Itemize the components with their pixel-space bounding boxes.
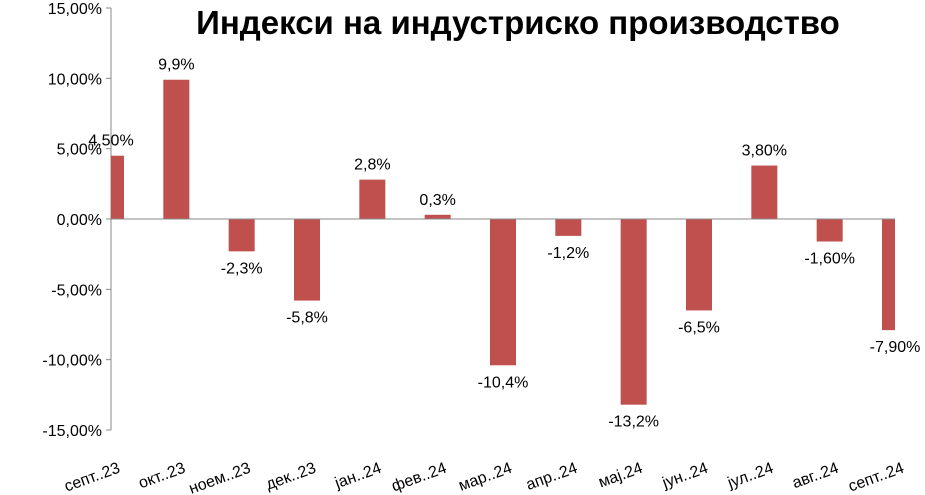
x-tick-label: јан..24: [332, 460, 384, 493]
data-label: 2,8%: [354, 157, 390, 174]
bar: [490, 219, 516, 366]
bar: [111, 155, 124, 219]
x-tick-label: фев..24: [389, 460, 449, 495]
x-tick-label: јун..24: [659, 460, 710, 492]
bar: [751, 165, 778, 219]
y-tick-label: -15,00%: [42, 423, 102, 440]
bar: [294, 219, 320, 301]
x-tick-label: окт..23: [136, 460, 187, 493]
bar: [686, 219, 712, 311]
data-label: 3,80%: [742, 143, 787, 160]
x-tick-label: ноем..23: [187, 460, 253, 495]
data-label: 0,3%: [419, 192, 455, 209]
data-label: -10,4%: [478, 374, 529, 391]
bar: [163, 79, 190, 220]
data-label: -13,2%: [608, 414, 659, 431]
data-label: -7,90%: [870, 339, 921, 356]
data-label: -2,3%: [221, 260, 263, 277]
y-axis: 15,00% 10,00% 5,00% 0,00% -5,00% -10,00% -15,0…: [42, 1, 112, 440]
x-tick-label: септ..23: [62, 460, 122, 495]
data-label: -5,8%: [286, 310, 328, 327]
data-label: -1,60%: [804, 251, 855, 268]
bar: [620, 219, 647, 405]
bar: [228, 219, 255, 252]
x-tick-label: авг..24: [790, 460, 841, 492]
bar: [882, 219, 895, 331]
x-tick-label: дек..23: [264, 460, 319, 494]
y-tick-label: 10,00%: [48, 71, 102, 88]
x-axis: септ..23 окт..23 ноем..23 дек..23 јан..24 фев…: [62, 218, 906, 495]
y-tick-label: -5,00%: [51, 282, 102, 299]
y-tick-label: 15,00%: [48, 1, 102, 18]
x-tick-label: јул..24: [725, 460, 776, 493]
y-tick-label: 0,00%: [57, 212, 102, 229]
data-label: 4,50%: [88, 133, 133, 150]
x-tick-label: септ..24: [846, 460, 906, 495]
x-tick-label: апр..24: [524, 460, 580, 494]
bars: 4,50% 9,9% -2,3% -5,8% 2,8% 0,3% -10,4% -1,2% -1…: [88, 57, 920, 431]
chart-title: Индекси на индустриско производство: [196, 4, 840, 41]
x-tick-label: мар..24: [456, 460, 514, 495]
x-tick-label: мај.24: [596, 460, 645, 492]
data-label: 9,9%: [158, 57, 194, 74]
data-label: -1,2%: [547, 245, 589, 262]
y-tick-label: -10,00%: [42, 353, 102, 370]
data-label: -6,5%: [678, 319, 720, 336]
bar: [359, 179, 386, 219]
bar: [816, 219, 843, 242]
y-tick-label: 5,00%: [57, 142, 102, 159]
bar: [555, 219, 582, 236]
bar: [424, 214, 451, 219]
